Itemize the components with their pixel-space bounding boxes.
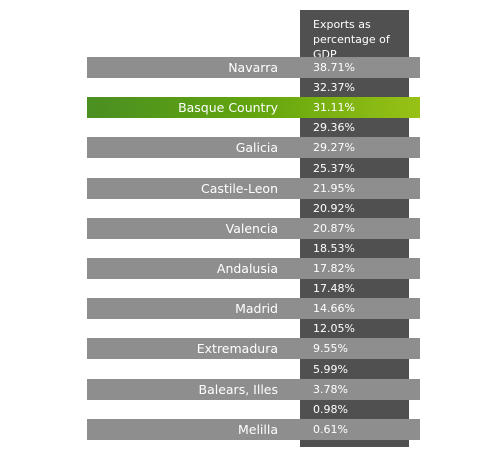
row-bar [87,419,420,440]
column-header: Exports as percentage of GDP [313,17,409,62]
row-value: 3.78% [313,383,348,396]
row-value: 9.55% [313,342,348,355]
row-value: 20.87% [313,222,355,235]
row-value: 21.95% [313,182,355,195]
row-label: Balears, Illes [198,382,279,397]
row-value: 17.48% [313,282,355,295]
row-label: Extremadura [196,341,278,356]
row-value: 29.36% [313,121,355,134]
row-value: 5.99% [313,363,348,376]
row-value: 12.05% [313,322,355,335]
row-value: 29.27% [313,141,355,154]
row-label: Madrid [235,301,278,316]
row-bar [87,298,420,319]
row-value: 14.66% [313,302,355,315]
row-label: Castile-Leon [201,181,278,196]
row-bar [87,178,420,199]
row-bar [87,137,420,158]
row-value: 32.37% [313,81,355,94]
row-value: 17.82% [313,262,355,275]
row-bar [87,57,420,78]
row-value: 38.71% [313,61,355,74]
row-bar [87,258,420,279]
highlight-row-bar [87,97,420,118]
row-value: 25.37% [313,162,355,175]
column-header-line-1: Exports as [313,18,371,31]
row-label: Andalusia [216,261,278,276]
row-bar [87,338,420,359]
row-label: Galicia [235,140,278,155]
row-label: Basque Country [178,100,278,115]
row-label: Navarra [228,60,278,75]
row-bar [87,218,420,239]
row-label: Valencia [225,221,278,236]
row-bar [87,379,420,400]
row-value: 18.53% [313,242,355,255]
row-value: 0.98% [313,403,348,416]
row-label: Melilla [237,422,278,437]
row-value: 20.92% [313,202,355,215]
row-value: 31.11% [313,101,355,114]
row-value: 0.61% [313,423,348,436]
